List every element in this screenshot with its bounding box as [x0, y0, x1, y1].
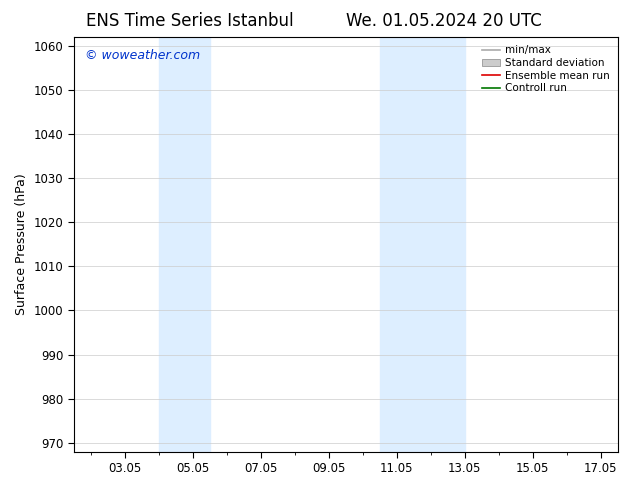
Bar	[158, 37, 210, 452]
Y-axis label: Surface Pressure (hPa): Surface Pressure (hPa)	[15, 173, 28, 315]
Text: ENS Time Series Istanbul: ENS Time Series Istanbul	[86, 12, 294, 30]
Text: © woweather.com: © woweather.com	[84, 49, 200, 63]
Text: We. 01.05.2024 20 UTC: We. 01.05.2024 20 UTC	[346, 12, 541, 30]
Bar	[380, 37, 465, 452]
Legend: min/max, Standard deviation, Ensemble mean run, Controll run: min/max, Standard deviation, Ensemble me…	[479, 42, 612, 97]
